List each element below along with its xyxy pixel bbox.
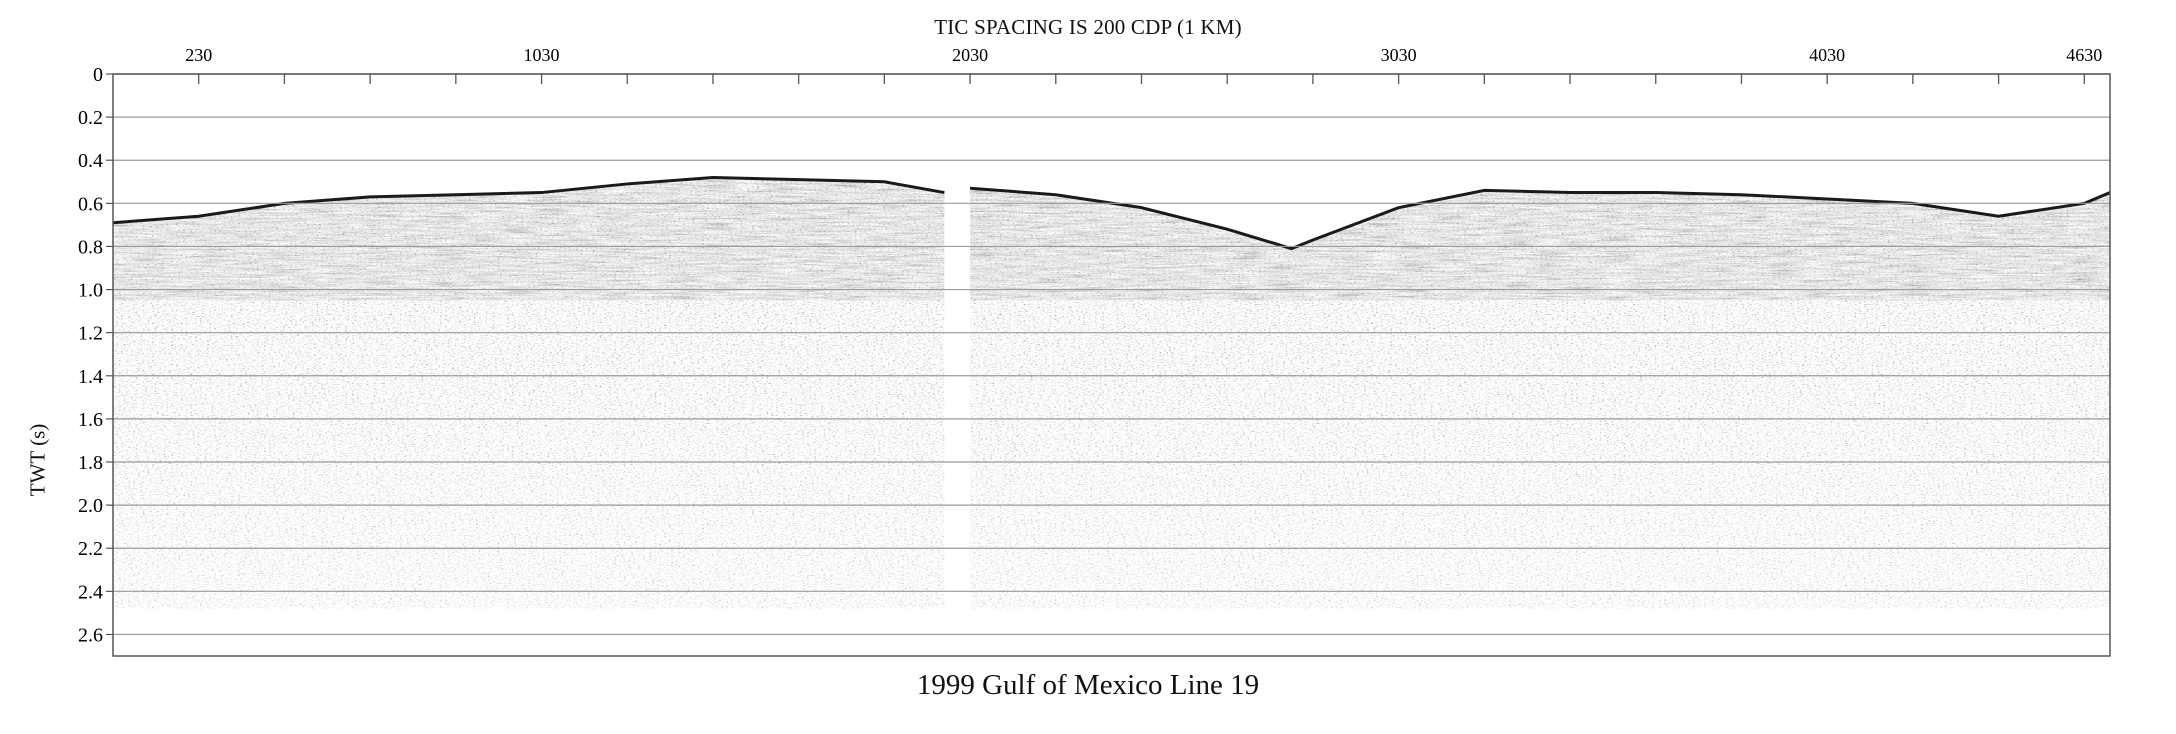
cdp-axis-ticks: 230 1030 2030 3030 4030 4630 bbox=[185, 45, 2102, 84]
figure-caption: 1999 Gulf of Mexico Line 19 bbox=[916, 669, 1260, 701]
cdp-tick-label: 230 bbox=[185, 45, 212, 65]
y-tick-label: 0.8 bbox=[78, 236, 103, 258]
cdp-tick-label: 3030 bbox=[1381, 45, 1417, 65]
y-tick-label: 0 bbox=[93, 64, 103, 86]
seismic-amplitude-data bbox=[112, 175, 2111, 609]
plot-frame bbox=[112, 73, 2111, 657]
y-axis-label: TWT (s) bbox=[25, 423, 50, 497]
tic-spacing-header: TIC SPACING IS 200 CDP (1 KM) bbox=[934, 15, 1242, 39]
depth-fade-overlay bbox=[113, 177, 2110, 609]
y-tick-label: 0.2 bbox=[78, 107, 103, 129]
y-tick-label: 0.6 bbox=[78, 193, 103, 215]
y-tick-label: 1.4 bbox=[78, 366, 103, 388]
y-tick-label: 2.2 bbox=[78, 538, 103, 560]
y-tick-label: 0.4 bbox=[78, 150, 103, 172]
cdp-tick-label: 1030 bbox=[524, 45, 560, 65]
y-tick-label: 1.2 bbox=[78, 323, 103, 345]
cdp-tick-label: 4630 bbox=[2066, 45, 2102, 65]
y-tick-label: 2.4 bbox=[78, 581, 103, 603]
y-tick-label: 1.0 bbox=[78, 280, 103, 302]
y-axis-ticks: 0 0.2 0.4 0.6 0.8 1.0 1.2 1.4 1.6 1.8 2.0 2.2 2.4 2.6 bbox=[78, 64, 113, 646]
y-tick-label: 1.6 bbox=[78, 409, 103, 431]
y-tick-label: 1.8 bbox=[78, 452, 103, 474]
y-tick-label: 2.6 bbox=[78, 624, 103, 646]
cdp-tick-label: 2030 bbox=[952, 45, 988, 65]
cdp-tick-label: 4030 bbox=[1809, 45, 1845, 65]
seafloor-reflector bbox=[112, 175, 2111, 251]
y-tick-label: 2.0 bbox=[78, 495, 103, 517]
